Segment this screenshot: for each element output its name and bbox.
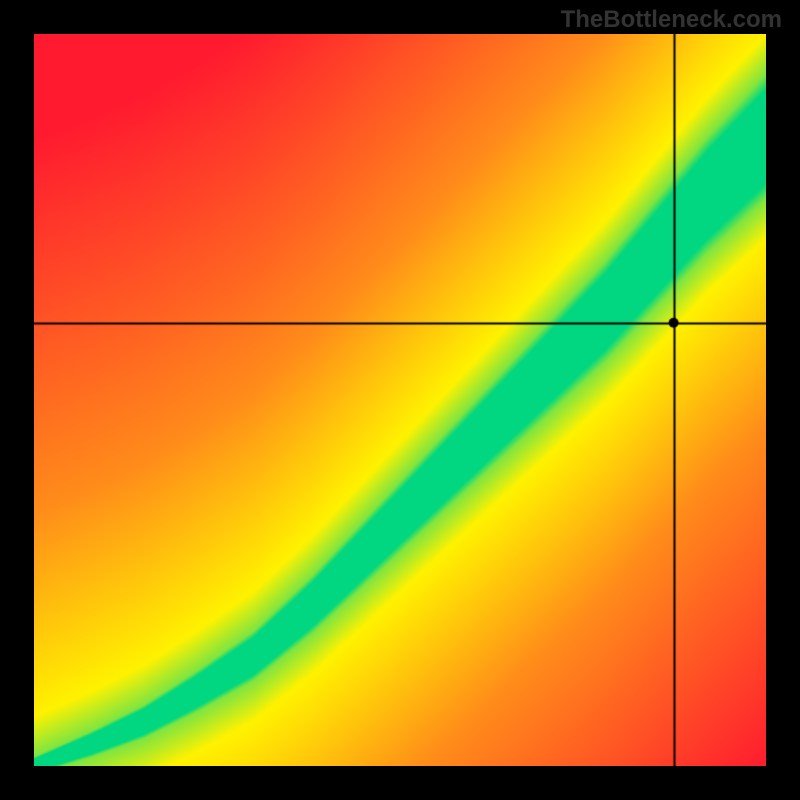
bottleneck-heatmap: [34, 34, 766, 766]
watermark-text: TheBottleneck.com: [561, 6, 782, 34]
chart-container: TheBottleneck.com: [0, 0, 800, 800]
